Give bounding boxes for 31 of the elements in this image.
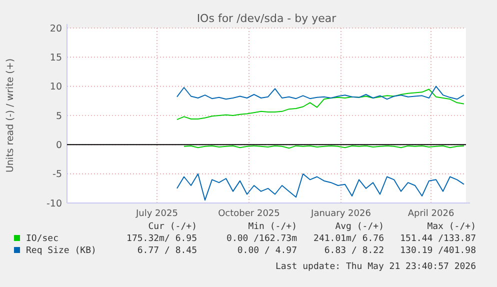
y-tick-label: 10: [50, 82, 62, 93]
x-tick-label: October 2025: [218, 209, 280, 219]
y-tick-label: -10: [46, 198, 62, 210]
text: Avg (-/+): [335, 222, 384, 232]
chart-title: IOs for /dev/sda - by year: [196, 12, 337, 25]
y-tick-label: 0: [56, 140, 62, 151]
text: 6.83 / 8.22: [324, 246, 384, 256]
y-tick-label: 15: [50, 52, 62, 64]
line-series: [176, 86, 464, 100]
line-series: [176, 173, 464, 201]
text: 175.32m/ 6.95: [126, 234, 197, 244]
text: Last update: Thu May 21 23:40:57 2026: [276, 262, 476, 272]
legend-label: IO/sec: [26, 234, 59, 244]
text: 151.44 /133.87: [400, 234, 476, 244]
text: 6.77 / 8.45: [137, 246, 197, 256]
text: 241.01m/ 6.76: [314, 234, 384, 244]
y-tick-label: -5: [52, 169, 62, 180]
y-tick-label: 20: [50, 23, 62, 34]
text: Max (-/+): [427, 222, 476, 232]
text: Cur (-/+): [148, 222, 197, 232]
y-axis-title: Units read (-) / write (+): [5, 58, 16, 173]
x-tick-label: April 2026: [408, 209, 454, 219]
text: Min (-/+): [248, 222, 297, 232]
y-tick-label: 5: [56, 110, 62, 122]
x-tick-label: January 2026: [310, 209, 372, 219]
legend-label: Req Size (KB): [26, 246, 96, 256]
text: 0.00 / 4.97: [237, 246, 297, 256]
line-series: [176, 88, 464, 120]
text: 130.19 /401.98: [400, 246, 476, 256]
x-tick-label: July 2025: [135, 209, 178, 219]
text: 0.00 /162.73m: [226, 234, 297, 244]
